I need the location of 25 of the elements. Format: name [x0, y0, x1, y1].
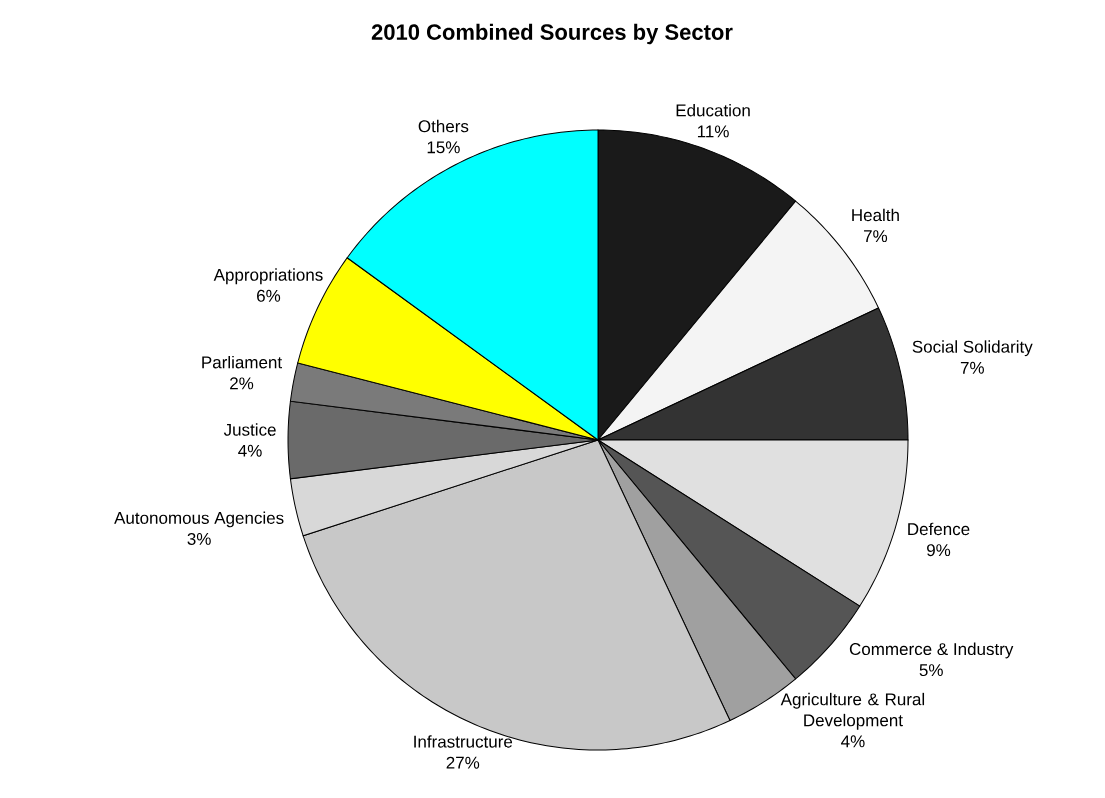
slice-label: Justice — [223, 423, 276, 436]
slice-label: Social Solidarity — [912, 340, 1033, 357]
slice-label: Health — [852, 208, 899, 222]
data-label: 6% — [257, 289, 281, 302]
slice-label: Infrastructure — [414, 735, 513, 748]
data-label: 3% — [187, 532, 211, 545]
slice-label: Parliament — [202, 355, 282, 369]
data-label: 7% — [960, 361, 984, 374]
slice-label: Agriculture & Rural Development — [780, 692, 925, 730]
data-label: 4% — [238, 444, 262, 457]
slice-label: Autonomous Agencies — [114, 511, 284, 528]
data-label: 5% — [919, 664, 943, 677]
slice-label: Appropriations — [213, 268, 323, 285]
data-label: 2% — [230, 377, 254, 390]
data-label: 4% — [841, 735, 865, 748]
slice-label: Commerce & Industry — [849, 642, 1014, 659]
slice-label: Others — [418, 119, 469, 133]
data-label: 11% — [697, 125, 729, 138]
data-label: 15% — [427, 141, 460, 154]
slice-label: Defence — [908, 522, 970, 536]
data-label: 9% — [927, 544, 951, 557]
data-label: 7% — [864, 230, 888, 243]
chart-title: 2010 Combined Sources by Sector — [371, 23, 733, 45]
slice-label: Education — [676, 103, 750, 117]
data-label: 27% — [446, 756, 480, 769]
